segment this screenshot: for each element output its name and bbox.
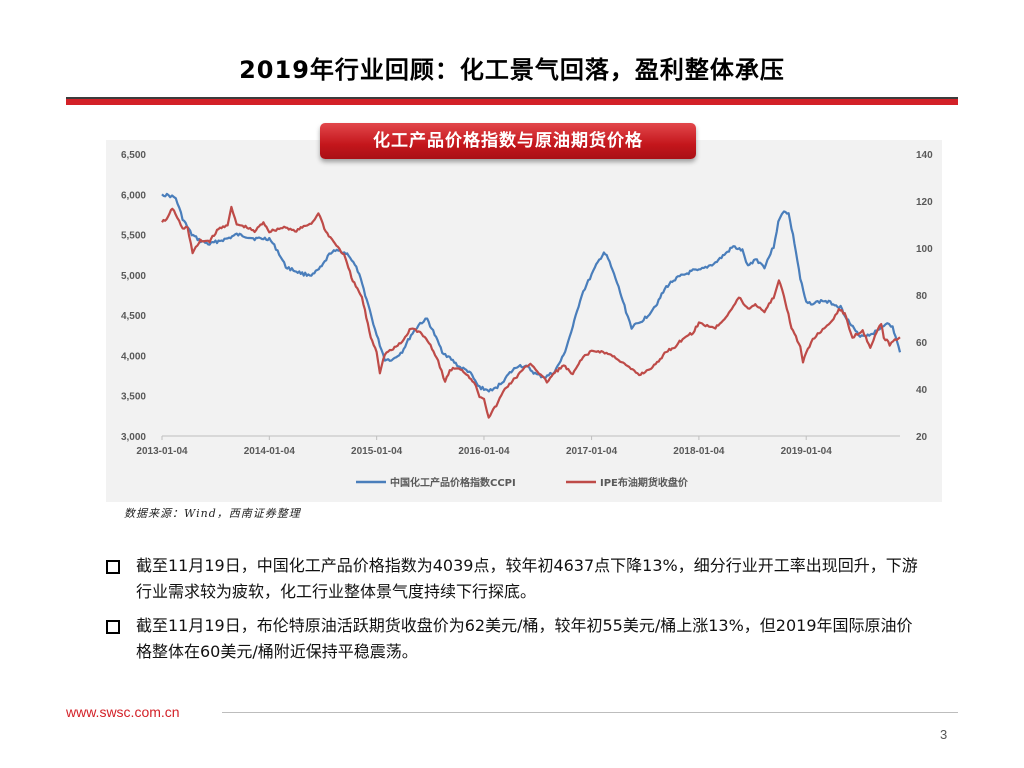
footer-url[interactable]: www.swsc.com.cn — [66, 704, 180, 720]
x-tick-label: 2014-01-04 — [244, 446, 296, 457]
y-left-tick-label: 6,000 — [121, 190, 146, 201]
ipe-series-line — [161, 205, 901, 419]
y-left-tick-label: 4,000 — [121, 351, 146, 362]
y-left-tick-label: 3,500 — [121, 392, 146, 403]
x-tick-label: 2017-01-04 — [566, 446, 618, 457]
line-chart: 3,000 3,500 4,000 4,500 5,000 5,500 6,000 6,500… — [121, 150, 933, 489]
y-right-tick-label: 60 — [916, 338, 928, 349]
y-right-tick-label: 100 — [916, 244, 933, 255]
legend-label-ccpi: 中国化工产品价格指数CCPI — [390, 476, 516, 489]
y-left-tick-label: 6,500 — [121, 150, 146, 161]
y-left-tick-label: 5,000 — [121, 271, 146, 282]
bullet-item: 截至11月19日，中国化工产品价格指数为4039点，较年初4637点下降13%，… — [106, 553, 926, 605]
slide-title: 2019年行业回顾：化工景气回落，盈利整体承压 — [239, 56, 785, 84]
bullet-text: 截至11月19日，布伦特原油活跃期货收盘价为62美元/桶，较年初55美元/桶上涨… — [136, 616, 913, 661]
bullet-list: 截至11月19日，中国化工产品价格指数为4039点，较年初4637点下降13%，… — [106, 553, 926, 673]
x-tick-label: 2016-01-04 — [458, 446, 510, 457]
x-tick-label: 2018-01-04 — [673, 446, 725, 457]
page-number: 3 — [940, 727, 948, 742]
title-divider — [66, 97, 958, 105]
bullet-square-icon — [106, 560, 120, 574]
y-left-tick-label: 3,000 — [121, 432, 146, 443]
bullet-text: 截至11月19日，中国化工产品价格指数为4039点，较年初4637点下降13%，… — [136, 556, 918, 601]
y-right-tick-label: 120 — [916, 197, 933, 208]
footer-divider — [222, 712, 958, 713]
bullet-square-icon — [106, 620, 120, 634]
chart-title-banner: 化工产品价格指数与原油期货价格 — [320, 123, 696, 159]
x-tick-label: 2019-01-04 — [781, 446, 833, 457]
ccpi-series-line — [161, 192, 902, 393]
y-right-tick-label: 140 — [916, 150, 933, 161]
y-right-tick-label: 20 — [916, 432, 928, 443]
legend-label-ipe: IPE布油期货收盘价 — [600, 476, 689, 489]
y-left-tick-label: 4,500 — [121, 311, 146, 322]
y-right-tick-label: 40 — [916, 385, 928, 396]
bullet-item: 截至11月19日，布伦特原油活跃期货收盘价为62美元/桶，较年初55美元/桶上涨… — [106, 613, 926, 665]
y-left-tick-label: 5,500 — [121, 231, 146, 242]
y-right-tick-label: 80 — [916, 291, 928, 302]
x-tick-label: 2015-01-04 — [351, 446, 403, 457]
data-source-note: 数据来源：Wind，西南证券整理 — [124, 507, 301, 520]
x-tick-label: 2013-01-04 — [136, 446, 188, 457]
chart-panel — [106, 140, 942, 502]
